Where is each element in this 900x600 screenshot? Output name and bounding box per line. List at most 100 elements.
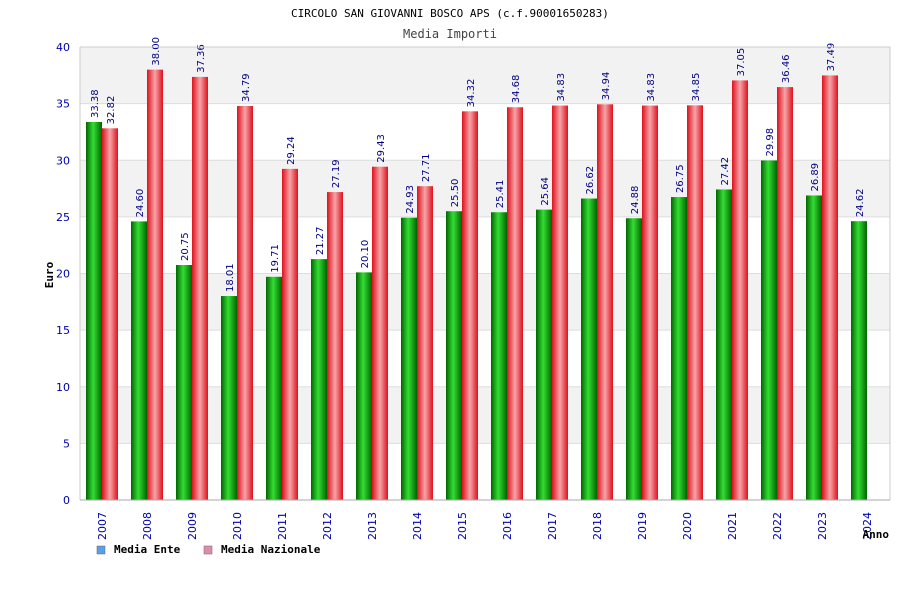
bar-value-label: 24.93 [405,185,416,214]
bar-media-nazionale [732,80,748,500]
bar-value-label: 29.43 [376,134,387,163]
x-axis-label: Anno [863,528,890,541]
bar-value-label: 27.19 [331,159,342,188]
x-tick-label: 2014 [411,512,424,540]
x-tick-label: 2018 [591,512,604,540]
bar-media-ente [131,221,147,500]
bar-media-nazionale [192,76,208,500]
bar-value-label: 24.60 [135,189,146,218]
bar-media-ente [716,189,732,500]
legend-swatch-media-ente [96,545,106,555]
x-tick-label: 2024 [861,512,874,540]
bar-media-ente [356,272,372,500]
bar-media-nazionale [687,105,703,500]
bar-media-ente [86,121,102,500]
bars [86,69,867,501]
x-tick-label: 2017 [546,512,559,540]
x-tick-label: 2023 [816,512,829,540]
y-tick-label: 35 [56,98,70,111]
plot-band [80,443,890,500]
bar-media-ente [491,212,507,500]
bar-media-ente [221,296,237,500]
x-tick-label: 2010 [231,512,244,540]
bar-media-nazionale [777,87,793,500]
plot-band [80,47,890,104]
x-tick-label: 2021 [726,512,739,540]
x-tick-label: 2009 [186,512,199,540]
y-tick-label: 30 [56,154,70,167]
legend: Media Ente Media Nazionale [96,543,321,556]
bar-media-nazionale [147,69,163,501]
chart-subtitle: Media Importi [403,27,497,41]
bar-media-nazionale [507,107,523,501]
bar-media-ente [581,198,597,500]
x-tick-label: 2022 [771,512,784,540]
plot-band [80,330,890,387]
bar-media-ente [761,160,777,500]
bar-value-label: 20.10 [360,240,371,269]
bar-value-label: 27.71 [421,154,432,183]
bar-media-nazionale [102,128,118,500]
bar-value-label: 34.32 [466,79,477,108]
bar-value-label: 37.05 [736,48,747,77]
bar-value-label: 18.01 [225,263,236,292]
plot-band [80,216,890,274]
bar-media-nazionale [327,192,343,501]
bar-value-label: 34.83 [646,73,657,102]
bar-value-label: 37.49 [826,43,837,72]
bar-value-label: 33.38 [90,89,101,118]
bar-value-label: 27.42 [720,157,731,186]
bar-value-label: 34.83 [556,73,567,102]
bar-value-label: 37.36 [196,44,207,73]
bar-media-nazionale [597,104,613,500]
plot-band [80,386,890,444]
bar-value-label: 34.79 [241,73,252,102]
bar-media-nazionale [237,106,253,501]
y-tick-label: 10 [56,381,70,394]
bar-value-label: 24.62 [855,189,866,218]
bar-media-ente [851,221,867,500]
bar-media-ente [176,265,192,500]
x-tick-label: 2020 [681,512,694,540]
bar-labels: 33.38 24.60 20.75 18.01 19.71 21.27 20.10 24.93… [90,37,866,292]
bar-value-label: 29.24 [286,136,297,165]
bar-value-label: 20.75 [180,232,191,261]
legend-swatch-media-nazionale [203,545,213,555]
bar-media-ente [671,197,687,500]
bar-media-nazionale [462,111,478,501]
y-tick-label: 5 [63,437,70,450]
plot-background [80,47,890,500]
bar-media-nazionale [372,166,388,500]
bar-value-label: 24.88 [630,186,641,215]
bar-media-ente [401,217,417,500]
x-tick-label: 2011 [276,512,289,540]
bar-value-label: 32.82 [106,96,117,125]
bar-media-ente [806,195,822,500]
y-axis-label: Euro [43,261,56,288]
legend-label-media-nazionale: Media Nazionale [221,543,321,556]
x-tick-label: 2015 [456,512,469,540]
bar-value-label: 21.27 [315,226,326,255]
y-tick-label: 25 [56,211,70,224]
bar-value-label: 25.50 [450,179,461,208]
bar-value-label: 26.62 [585,166,596,195]
chart-title: CIRCOLO SAN GIOVANNI BOSCO APS (c.f.9000… [291,7,609,20]
plot-band [80,103,890,161]
x-tick-label: 2016 [501,512,514,540]
bar-media-ente [311,259,327,500]
bar-media-ente [536,209,552,500]
legend-label-media-ente: Media Ente [114,543,181,556]
x-tick-label: 2008 [141,512,154,540]
bar-media-ente [446,211,462,500]
bar-value-label: 34.85 [691,73,702,102]
bar-media-nazionale [282,168,298,500]
x-tick-label: 2013 [366,512,379,540]
bar-value-label: 26.89 [810,163,821,192]
x-tick-label: 2019 [636,512,649,540]
bar-value-label: 38.00 [151,37,162,66]
x-tick-label: 2012 [321,512,334,540]
bar-value-label: 34.94 [601,72,612,101]
bar-value-label: 25.41 [495,180,506,209]
y-tick-label: 20 [56,268,70,281]
